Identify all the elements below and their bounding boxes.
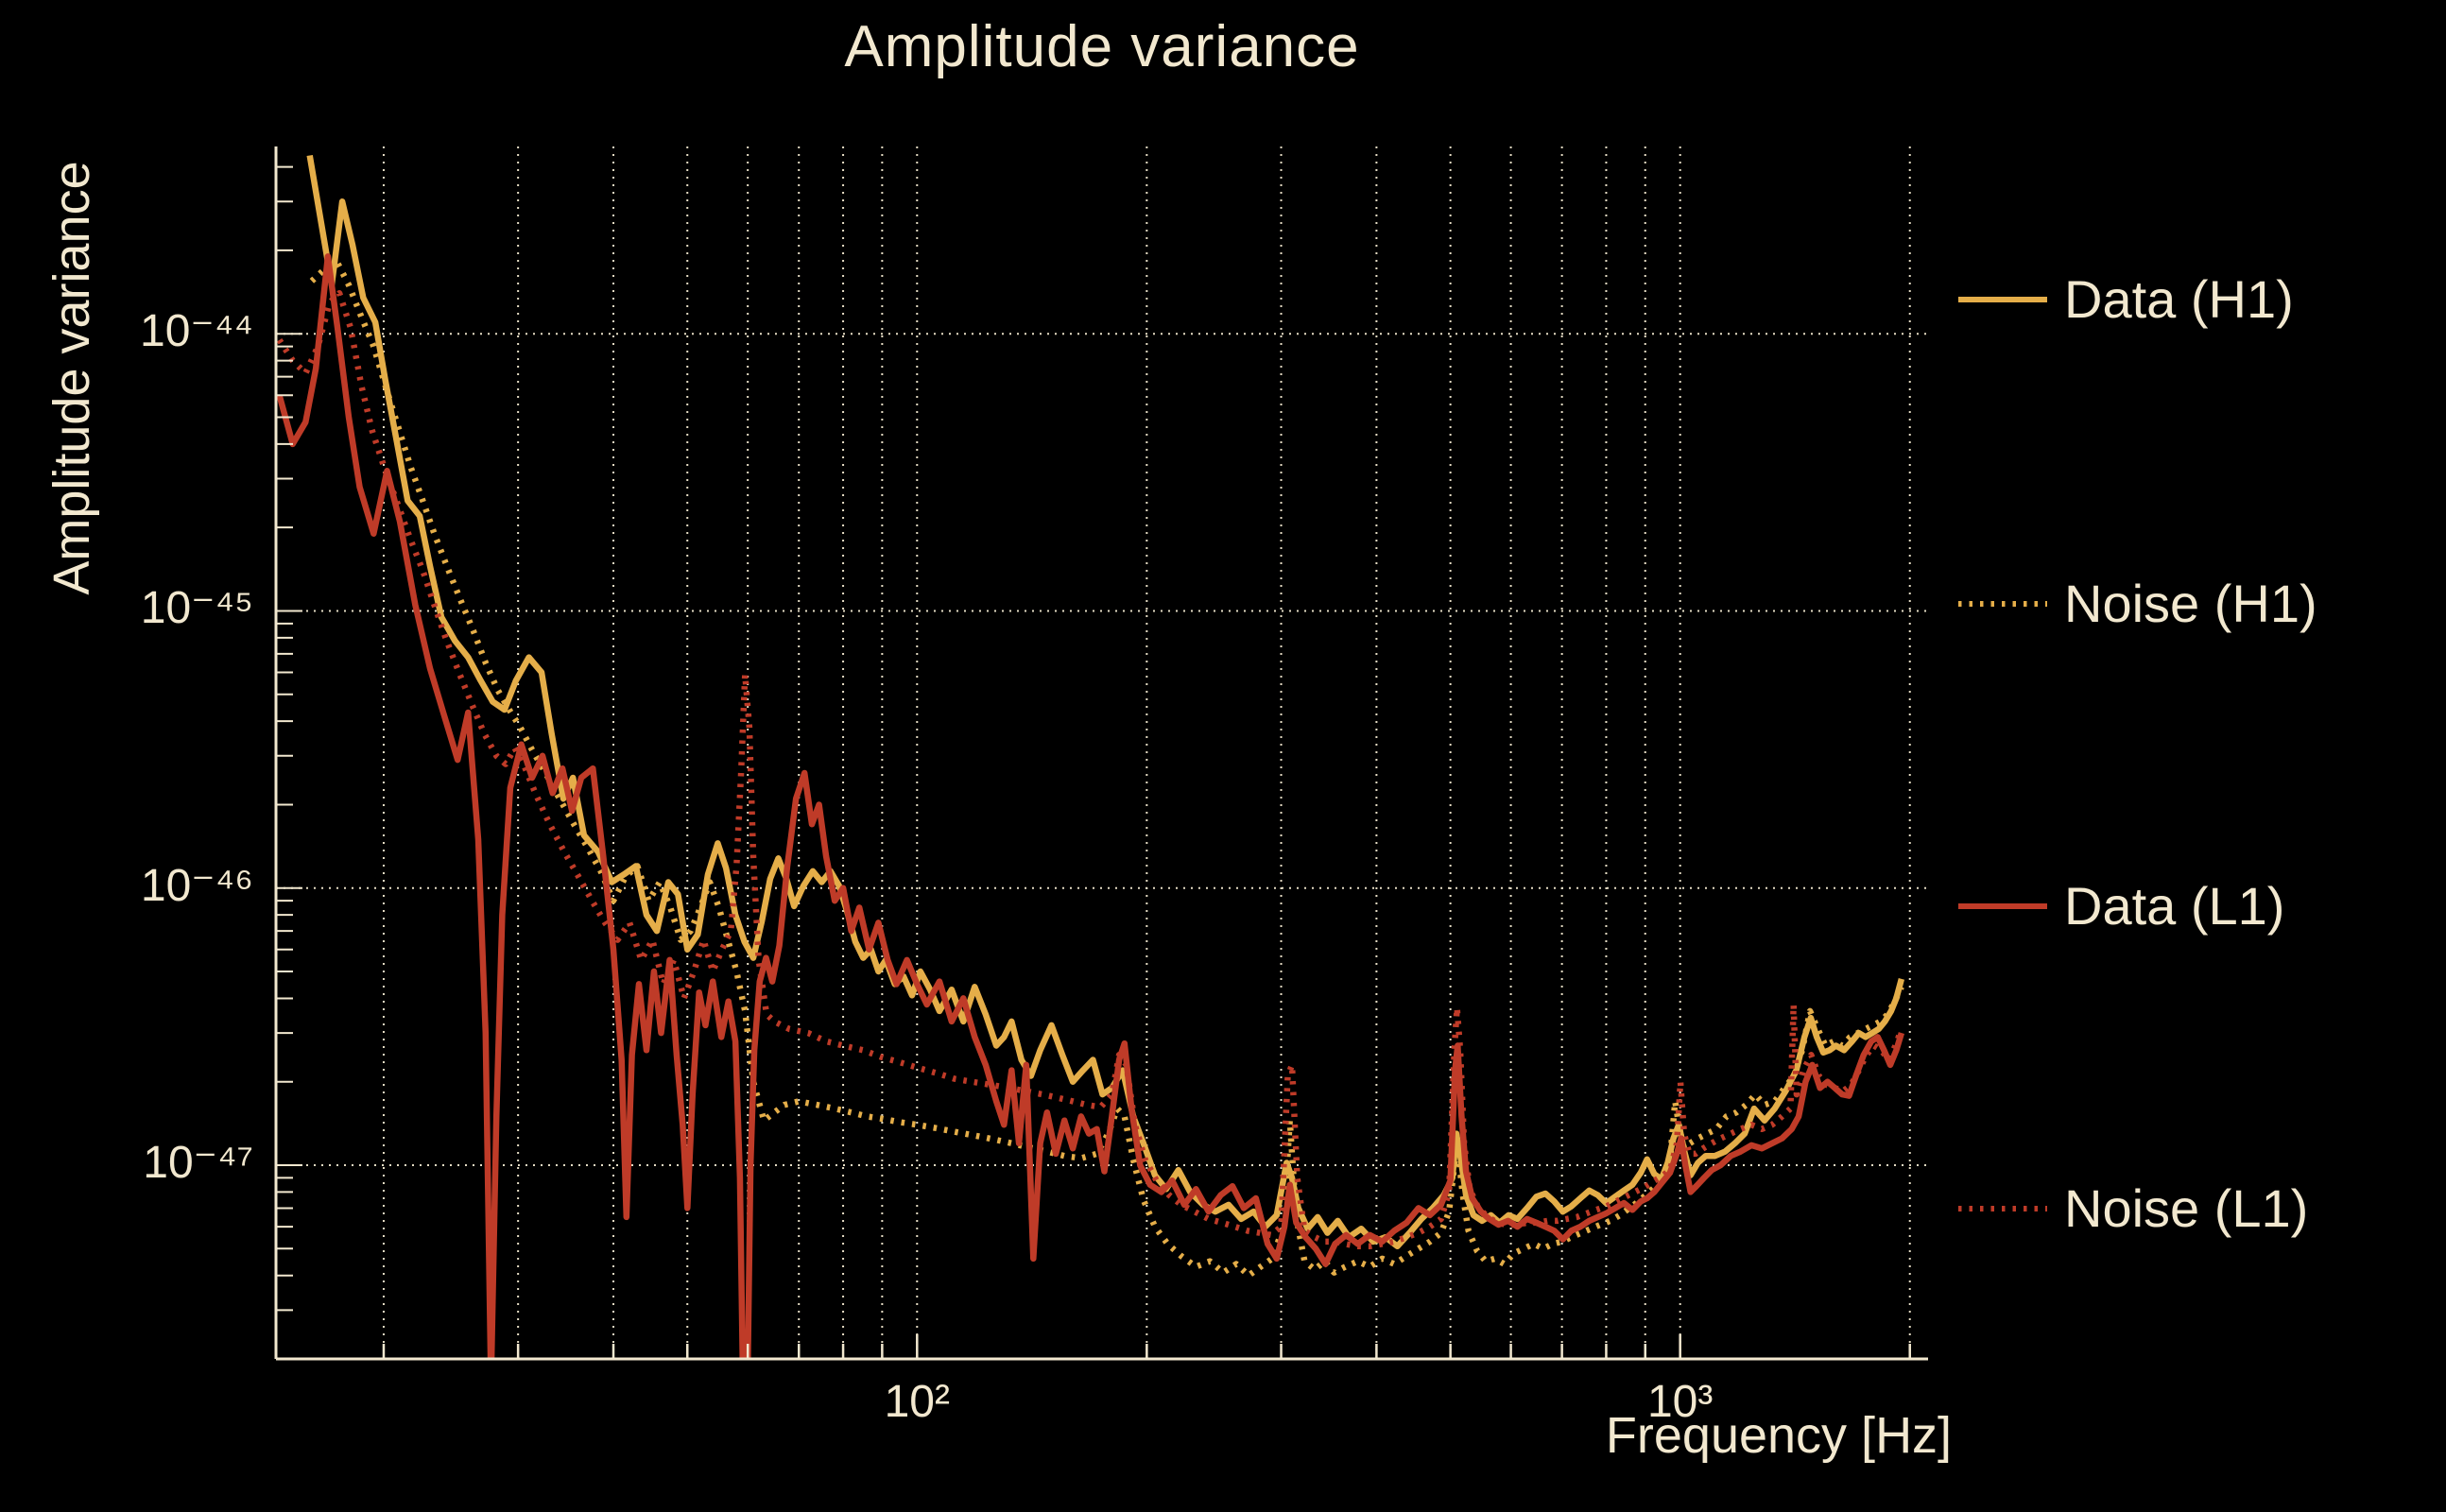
- y-axis-label: Amplitude variance: [43, 161, 100, 595]
- x-tick-label: 10³: [1646, 1377, 1714, 1427]
- series-line-noise-h1: [309, 260, 1904, 1279]
- y-tick-label: 10⁻⁴⁴: [140, 306, 253, 357]
- legend-item: Noise (L1): [1958, 1177, 2308, 1239]
- series-line-noise-l1: [276, 290, 1904, 1250]
- legend-item-label: Data (L1): [2064, 876, 2285, 936]
- legend-item-label: Noise (H1): [2064, 574, 2317, 633]
- y-tick-label: 10⁻⁴⁵: [140, 583, 253, 634]
- legend-item-label: Noise (L1): [2064, 1178, 2309, 1238]
- legend-solid-line-swatch: [1958, 902, 2047, 909]
- x-tick-label: 10²: [884, 1377, 950, 1427]
- legend-dotted-line-swatch: [1958, 600, 2047, 607]
- series-line-data-h1: [306, 154, 1905, 1250]
- series-line-data-l1: [276, 253, 1905, 1359]
- legend-item-label: Data (H1): [2064, 269, 2294, 329]
- legend-item: Data (L1): [1958, 875, 2284, 936]
- legend-solid-line-swatch: [1958, 296, 2047, 302]
- y-tick-label: 10⁻⁴⁶: [140, 860, 253, 911]
- legend-item: Noise (H1): [1958, 573, 2317, 634]
- legend-dotted-line-swatch: [1958, 1205, 2047, 1211]
- y-tick-label: 10⁻⁴⁷: [143, 1138, 253, 1188]
- chart-title: Amplitude variance: [844, 14, 1360, 79]
- x-axis-label: Frequency [Hz]: [1605, 1407, 1953, 1464]
- legend-item: Data (H1): [1958, 268, 2294, 330]
